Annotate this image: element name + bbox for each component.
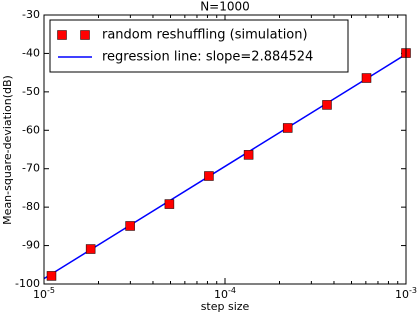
y-tick-label: -40 [22, 46, 40, 59]
tick-exponent: -3 [409, 286, 417, 295]
x-tick-label: 10-4 [214, 286, 236, 302]
y-tick-label: -30 [22, 8, 40, 21]
y-tick-label: -60 [22, 123, 40, 136]
marker [85, 244, 96, 254]
legend-swatch [57, 30, 67, 40]
x-tick-label: 10-5 [33, 286, 55, 302]
marker [361, 73, 372, 83]
tick-base: 10 [33, 288, 47, 301]
marker [282, 123, 293, 133]
y-tick-label: -70 [22, 162, 40, 175]
marker [125, 221, 135, 231]
x-axis-label: step size [201, 300, 250, 313]
y-axis-label: Mean-square-deviation(dB) [1, 75, 14, 225]
marker [164, 199, 175, 209]
marker [243, 150, 254, 160]
tick-exponent: -5 [47, 286, 55, 295]
y-tick-label: -100 [15, 277, 40, 290]
legend-label: random reshuffling (simulation) [102, 28, 308, 43]
y-tick-label: -80 [22, 200, 40, 213]
legend-swatch [80, 30, 90, 40]
plot-frame [43, 14, 407, 285]
tick-base: 10 [395, 288, 409, 301]
y-tick-label: -90 [22, 239, 40, 252]
marker [322, 100, 332, 110]
tick-base: 10 [214, 288, 228, 301]
x-tick-label: 10-3 [395, 286, 417, 302]
y-tick-label: -50 [22, 85, 40, 98]
marker [46, 271, 57, 281]
chart-title: N=1000 [200, 0, 250, 14]
regression-line [43, 53, 407, 280]
marker [204, 171, 214, 181]
legend-label: regression line: slope=2.884524 [102, 50, 313, 65]
tick-exponent: -4 [228, 286, 236, 295]
legend-box [49, 19, 349, 73]
